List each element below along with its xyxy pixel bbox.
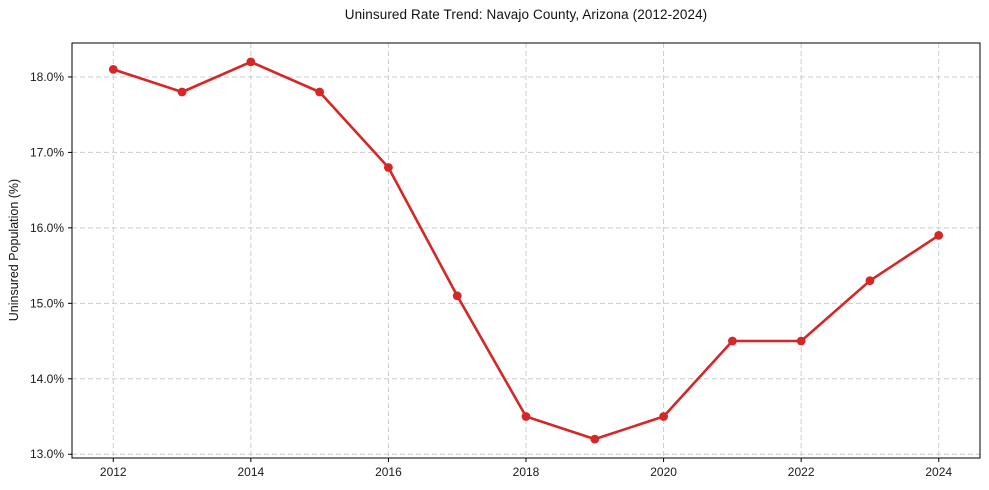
y-tick-label: 15.0% [30,296,64,310]
data-point-marker [384,163,393,172]
x-tick-label: 2018 [513,465,540,479]
data-point-marker [521,412,531,421]
data-point-marker [315,87,324,97]
data-point-marker [108,65,118,74]
data-point-marker [177,87,187,97]
data-point-marker [796,336,806,346]
y-tick-label: 16.0% [30,221,64,235]
x-tick-label: 2016 [375,465,402,479]
x-tick-label: 2020 [650,465,677,479]
data-point-marker [934,231,944,240]
data-point-marker [865,276,875,286]
y-tick-label: 13.0% [30,447,64,461]
data-point-marker [659,412,668,421]
x-tick-label: 2014 [237,465,264,479]
data-point-marker [246,57,256,67]
x-tick-label: 2022 [788,465,815,479]
data-point-marker [728,336,737,346]
chart-title: Uninsured Rate Trend: Navajo County, Ari… [344,7,708,22]
y-tick-label: 17.0% [30,145,64,159]
y-tick-label: 14.0% [30,372,64,386]
x-tick-label: 2024 [925,465,952,479]
y-tick-label: 18.0% [30,70,64,84]
data-point-marker [590,434,600,444]
data-point-marker [452,291,462,301]
x-tick-label: 2012 [100,465,127,479]
